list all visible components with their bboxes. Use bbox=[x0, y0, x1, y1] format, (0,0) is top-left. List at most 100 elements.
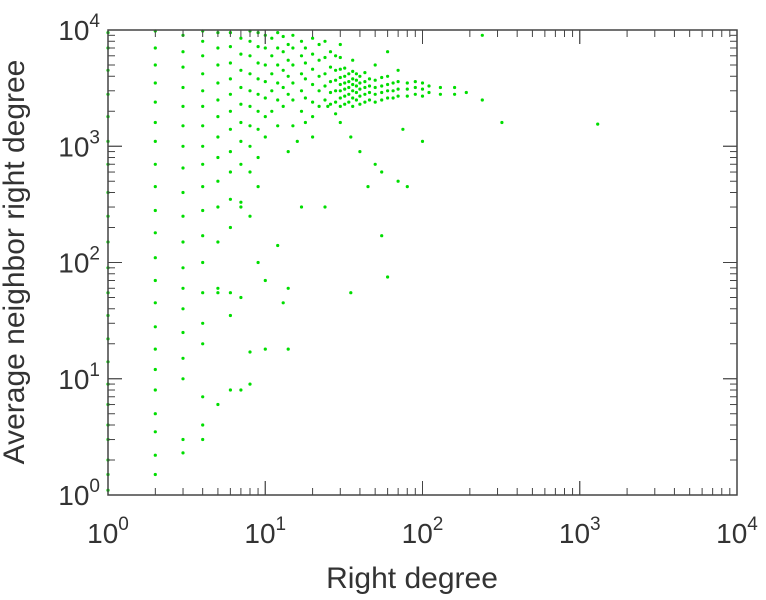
data-point bbox=[201, 321, 205, 325]
data-point bbox=[228, 170, 232, 174]
data-point bbox=[386, 82, 390, 87]
data-point bbox=[239, 120, 243, 125]
data-point bbox=[351, 82, 355, 87]
data-point bbox=[201, 104, 205, 108]
data-point bbox=[338, 96, 342, 100]
data-point bbox=[228, 313, 232, 318]
x-axis-title: Right degree bbox=[326, 562, 498, 595]
data-point bbox=[334, 78, 338, 82]
data-point bbox=[334, 89, 338, 93]
data-point bbox=[286, 150, 290, 154]
data-point bbox=[373, 162, 377, 166]
y-tick-label: 104 bbox=[58, 11, 100, 46]
data-point bbox=[181, 214, 185, 218]
data-point bbox=[380, 170, 384, 174]
data-point bbox=[334, 100, 338, 104]
data-point bbox=[201, 423, 205, 427]
data-point bbox=[299, 72, 304, 76]
data-point bbox=[286, 42, 290, 47]
data-point bbox=[256, 155, 260, 160]
data-point bbox=[181, 85, 185, 90]
data-point bbox=[153, 367, 157, 372]
data-point bbox=[334, 112, 338, 116]
data-point bbox=[256, 77, 260, 81]
data-point bbox=[281, 104, 285, 108]
data-point bbox=[276, 30, 280, 35]
data-point bbox=[380, 234, 384, 238]
data-point bbox=[201, 234, 205, 238]
data-point bbox=[153, 256, 157, 260]
data-point bbox=[323, 55, 327, 60]
data-point bbox=[153, 46, 157, 50]
data-point bbox=[201, 54, 205, 58]
data-point bbox=[317, 42, 321, 47]
data-point bbox=[299, 54, 304, 58]
data-point bbox=[153, 185, 157, 189]
data-point bbox=[480, 33, 484, 37]
data-point bbox=[216, 240, 220, 244]
data-point bbox=[351, 104, 355, 108]
data-point bbox=[201, 437, 205, 442]
data-point bbox=[181, 437, 185, 442]
data-point bbox=[228, 225, 232, 230]
data-point bbox=[405, 94, 409, 98]
data-point bbox=[239, 52, 243, 56]
data-point bbox=[153, 120, 157, 125]
data-point bbox=[349, 291, 353, 295]
data-point bbox=[338, 104, 342, 108]
data-point bbox=[363, 100, 367, 104]
data-point bbox=[153, 412, 157, 416]
data-point bbox=[248, 350, 252, 354]
data-point bbox=[239, 388, 243, 392]
data-point bbox=[201, 185, 205, 189]
data-point bbox=[281, 50, 285, 54]
data-point bbox=[420, 87, 425, 91]
data-point bbox=[453, 92, 457, 96]
data-point bbox=[248, 104, 252, 108]
data-point bbox=[286, 347, 290, 351]
data-point bbox=[248, 144, 252, 148]
data-point bbox=[291, 33, 295, 37]
data-point bbox=[317, 74, 321, 78]
x-tick-label: 104 bbox=[716, 514, 758, 549]
data-point bbox=[239, 68, 243, 72]
data-point bbox=[343, 81, 347, 85]
data-point bbox=[420, 81, 425, 85]
data-point bbox=[373, 100, 377, 104]
data-point bbox=[347, 100, 351, 104]
data-point bbox=[413, 80, 417, 84]
data-point bbox=[286, 92, 290, 96]
data-point bbox=[256, 61, 260, 65]
data-point bbox=[303, 120, 307, 125]
data-point bbox=[248, 124, 252, 128]
data-point bbox=[291, 98, 295, 102]
data-point bbox=[363, 80, 367, 84]
data-point bbox=[256, 127, 260, 131]
data-point bbox=[323, 84, 327, 88]
data-point bbox=[328, 102, 333, 106]
data-point bbox=[216, 46, 220, 50]
data-point bbox=[153, 472, 157, 477]
data-point bbox=[311, 36, 315, 40]
x-tick-label: 100 bbox=[87, 514, 129, 549]
data-point bbox=[367, 77, 372, 81]
data-points bbox=[106, 29, 600, 492]
data-point bbox=[228, 197, 232, 201]
data-point bbox=[181, 356, 185, 360]
data-point bbox=[201, 260, 205, 265]
y-tick-label: 103 bbox=[58, 127, 100, 162]
y-tick-label: 100 bbox=[58, 476, 100, 511]
data-point bbox=[263, 347, 267, 351]
data-point bbox=[303, 46, 307, 50]
data-point bbox=[181, 451, 185, 455]
data-point bbox=[256, 45, 260, 49]
data-point bbox=[358, 81, 362, 85]
data-point bbox=[276, 98, 280, 102]
data-point bbox=[303, 77, 307, 81]
data-point bbox=[391, 96, 395, 100]
data-point bbox=[358, 102, 362, 106]
data-point bbox=[380, 75, 384, 80]
data-point bbox=[153, 347, 157, 351]
y-tick-labels: 100 101 102 103 104 bbox=[58, 11, 100, 511]
data-point bbox=[396, 87, 400, 91]
